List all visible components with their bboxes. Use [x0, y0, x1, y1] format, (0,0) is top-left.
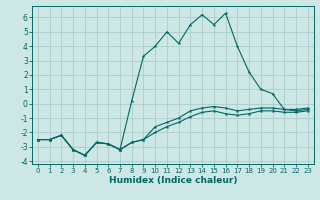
- X-axis label: Humidex (Indice chaleur): Humidex (Indice chaleur): [108, 176, 237, 185]
